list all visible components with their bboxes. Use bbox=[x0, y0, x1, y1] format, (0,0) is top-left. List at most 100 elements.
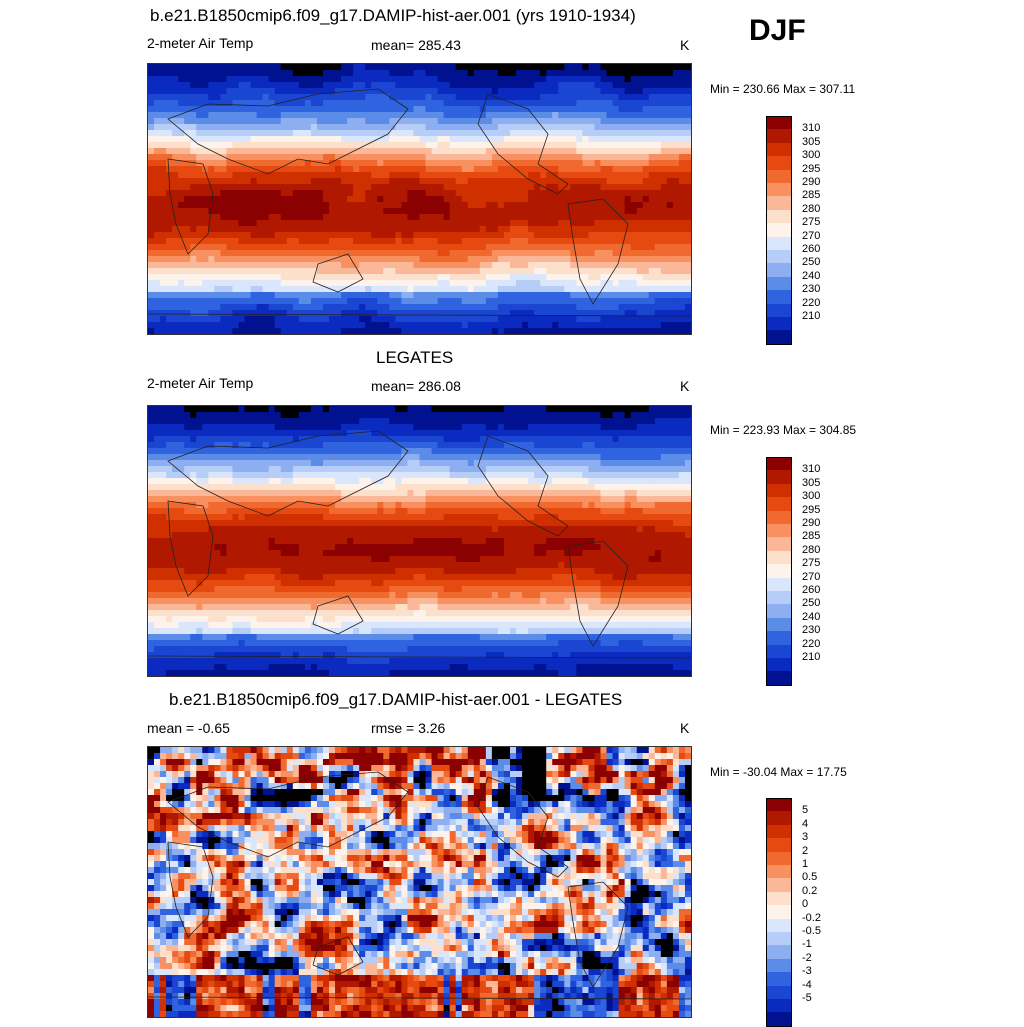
field-cell bbox=[588, 64, 596, 71]
field-cell bbox=[564, 124, 571, 131]
field-cell bbox=[383, 112, 390, 119]
field-cell bbox=[190, 268, 197, 275]
field-cell bbox=[461, 448, 469, 455]
field-cell bbox=[624, 436, 632, 443]
field-cell bbox=[522, 436, 529, 443]
field-cell bbox=[449, 118, 457, 125]
field-cell bbox=[582, 82, 590, 89]
field-cell bbox=[600, 442, 608, 449]
field-cell bbox=[274, 304, 282, 311]
field-cell bbox=[154, 250, 161, 257]
field-cell bbox=[660, 316, 668, 323]
field-cell bbox=[510, 232, 517, 239]
field-cell bbox=[256, 448, 264, 455]
field-cell bbox=[178, 448, 185, 455]
field-cell bbox=[238, 106, 246, 113]
field-cell bbox=[576, 124, 583, 131]
field-cell bbox=[310, 226, 318, 233]
field-cell bbox=[443, 88, 451, 95]
field-cell bbox=[510, 244, 517, 251]
field-cell bbox=[588, 220, 596, 227]
field-cell bbox=[516, 70, 523, 77]
field-cell bbox=[497, 454, 505, 461]
field-cell bbox=[576, 436, 583, 443]
field-cell bbox=[389, 160, 396, 167]
field-cell bbox=[365, 328, 372, 334]
field-cell bbox=[600, 106, 608, 113]
field-cell bbox=[522, 118, 529, 125]
field-cell bbox=[238, 238, 246, 245]
field-cell bbox=[341, 298, 348, 305]
field-cell bbox=[160, 322, 167, 329]
field-cell bbox=[316, 64, 324, 71]
field-cell bbox=[684, 148, 691, 155]
field-cell bbox=[329, 304, 336, 311]
field-cell bbox=[202, 406, 209, 413]
field-cell bbox=[431, 430, 439, 437]
field-cell bbox=[684, 184, 691, 191]
field-cell bbox=[534, 196, 541, 203]
field-cell bbox=[636, 274, 644, 281]
field-cell bbox=[268, 232, 276, 239]
field-cell bbox=[196, 274, 203, 281]
field-cell bbox=[365, 172, 372, 179]
field-cell bbox=[558, 250, 565, 257]
field-cell bbox=[347, 418, 354, 425]
field-cell bbox=[371, 142, 378, 149]
field-cell bbox=[292, 166, 300, 173]
field-cell bbox=[395, 106, 402, 113]
field-cell bbox=[449, 154, 457, 161]
field-cell bbox=[485, 274, 493, 281]
field-cell bbox=[232, 118, 240, 125]
field-cell bbox=[612, 106, 620, 113]
field-cell bbox=[642, 178, 650, 185]
field-cell bbox=[335, 328, 342, 334]
field-cell bbox=[678, 298, 686, 305]
field-cell bbox=[262, 454, 270, 461]
field-cell bbox=[395, 226, 402, 233]
field-cell bbox=[160, 148, 167, 155]
field-cell bbox=[684, 226, 691, 233]
field-cell bbox=[220, 436, 228, 443]
field-cell bbox=[564, 292, 571, 299]
field-cell bbox=[443, 172, 451, 179]
field-cell bbox=[497, 76, 505, 83]
field-cell bbox=[552, 436, 559, 443]
field-cell bbox=[516, 196, 523, 203]
field-cell bbox=[365, 238, 372, 245]
field-cell bbox=[636, 220, 644, 227]
field-cell bbox=[395, 424, 402, 431]
field-cell bbox=[353, 88, 360, 95]
field-cell bbox=[570, 184, 577, 191]
field-cell bbox=[510, 82, 517, 89]
field-cell bbox=[347, 202, 354, 209]
field-cell bbox=[473, 454, 481, 461]
field-cell bbox=[401, 88, 409, 95]
field-cell bbox=[516, 226, 523, 233]
field-cell bbox=[642, 286, 650, 293]
field-cell bbox=[618, 76, 626, 83]
field-cell bbox=[630, 184, 638, 191]
field-cell bbox=[329, 196, 336, 203]
field-cell bbox=[353, 310, 360, 317]
field-cell bbox=[564, 100, 571, 107]
field-cell bbox=[280, 298, 288, 305]
field-cell bbox=[660, 274, 668, 281]
field-cell bbox=[298, 250, 306, 257]
field-cell bbox=[528, 88, 535, 95]
field-cell bbox=[220, 160, 228, 167]
field-cell bbox=[286, 274, 294, 281]
field-cell bbox=[570, 112, 577, 119]
field-cell bbox=[600, 430, 608, 437]
field-cell bbox=[335, 154, 342, 161]
field-cell bbox=[172, 64, 179, 71]
field-cell bbox=[329, 448, 336, 455]
field-cell bbox=[322, 76, 330, 83]
field-cell bbox=[485, 118, 493, 125]
field-cell bbox=[316, 250, 324, 257]
field-cell bbox=[455, 238, 463, 245]
field-cell bbox=[552, 448, 559, 455]
field-cell bbox=[335, 106, 342, 113]
field-cell bbox=[190, 226, 197, 233]
field-cell bbox=[522, 286, 529, 293]
